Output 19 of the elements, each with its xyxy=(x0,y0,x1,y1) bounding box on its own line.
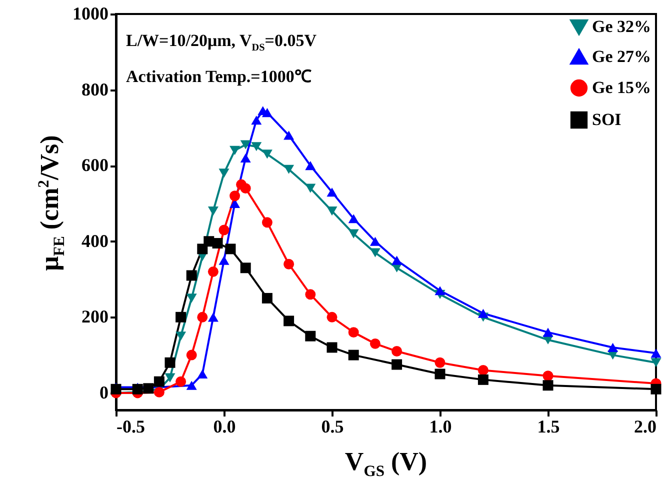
x-tick-label: -0.5 xyxy=(116,416,145,436)
x-tick-label: 0.5 xyxy=(321,416,344,436)
x-tick-label: 1.5 xyxy=(537,416,560,436)
x-axis-title: V$_{GS}$ (V) xyxy=(344,447,428,482)
y-tick-label: 600 xyxy=(82,155,108,176)
y-tick-label: 800 xyxy=(82,79,108,100)
legend-label: Ge 32% xyxy=(592,17,652,36)
y-tick-label: 200 xyxy=(82,306,108,327)
annotation: Activation Temp.=1000℃ xyxy=(126,66,312,88)
y-tick-label: 400 xyxy=(82,230,108,251)
legend-label: SOI xyxy=(592,110,622,129)
annotation: L/W=10/20μm, V$_{DS}$=0.05V xyxy=(126,30,316,56)
x-tick-label: 0.0 xyxy=(213,416,236,436)
x-tick-label: 2.0 xyxy=(634,416,656,436)
legend-label: Ge 27% xyxy=(592,47,652,66)
legend-label: Ge 15% xyxy=(592,78,652,97)
y-tick-label: 1000 xyxy=(72,4,108,24)
y-tick-label: 0 xyxy=(100,382,108,402)
x-tick-label: 1.0 xyxy=(429,416,452,436)
